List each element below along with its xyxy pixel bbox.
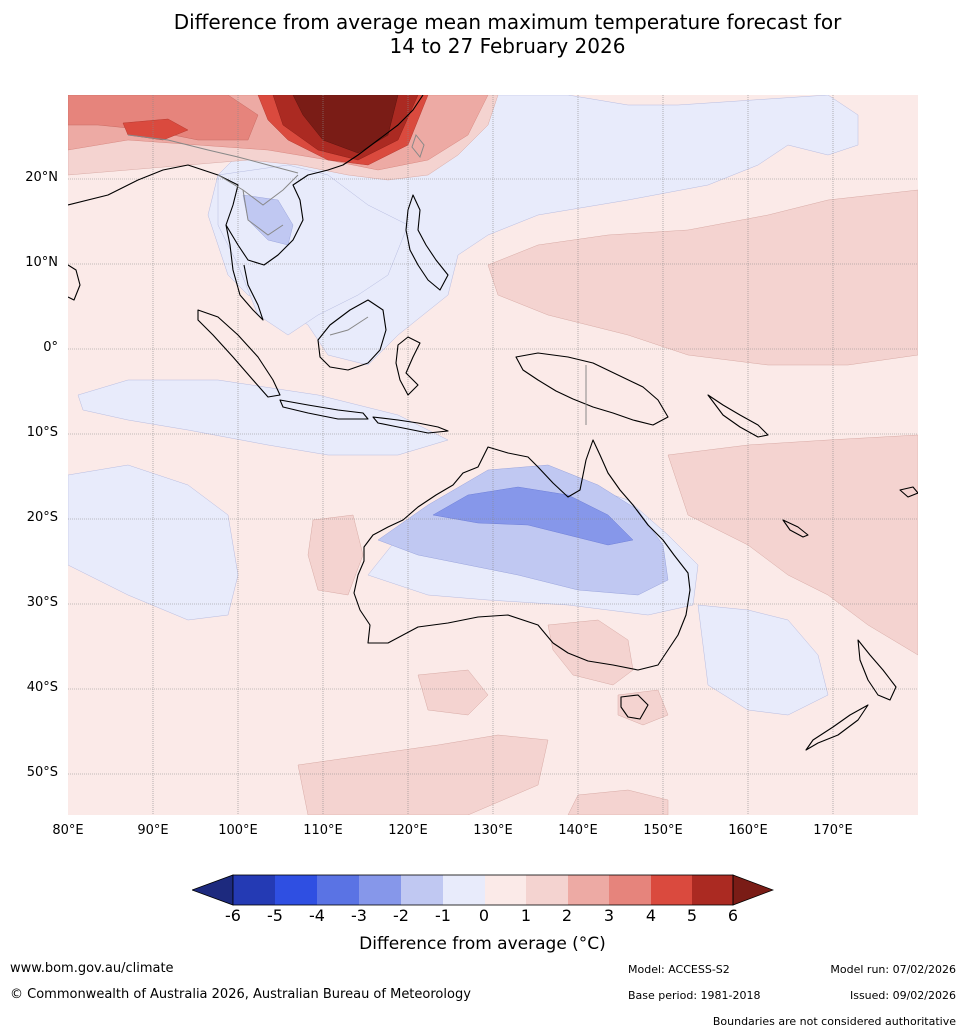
colorbar-tick-4: 4 [645, 906, 657, 925]
lat-label-0: 0° [43, 340, 58, 355]
colorbar-bin-0-1 [485, 875, 526, 905]
colorbar-bin-minus2-minus1 [401, 875, 443, 905]
temperature-anomaly-map [68, 95, 918, 815]
colorbar-arrow-low [192, 874, 234, 906]
anomaly-region-minus1-indian-ocean [68, 464, 239, 621]
coastlines [68, 95, 918, 751]
coastline-malay-peninsula [225, 224, 264, 321]
footer-website: www.bom.gov.au/climate [10, 961, 174, 976]
coastline-sulawesi [395, 336, 421, 396]
coastline-new-zealand-south [805, 704, 869, 751]
lon-label-150e: 150°E [643, 823, 683, 838]
colorbar [192, 874, 774, 906]
anomaly-region-minus1-indian-band [77, 379, 449, 456]
lat-label-20s: 20°S [26, 510, 58, 525]
footer-copyright: © Commonwealth of Australia 2026, Austra… [10, 987, 471, 1002]
lon-label-160e: 160°E [728, 823, 768, 838]
border-taiwan [411, 133, 425, 159]
footer-model-run: Model run: 07/02/2026 [830, 963, 956, 976]
colorbar-bin-minus6-minus5 [233, 875, 275, 905]
colorbar-tick-minus3: -3 [351, 906, 367, 925]
colorbar-tick-minus6: -6 [225, 906, 241, 925]
colorbar-tick-minus4: -4 [309, 906, 325, 925]
anomaly-region-plus1-wa-coast [307, 514, 364, 596]
anomaly-region-plus1-south-indian [417, 669, 489, 716]
colorbar-tick-0: 0 [478, 906, 490, 925]
colorbar-bin-5-6 [692, 875, 733, 905]
anomaly-region-plus1-southern-ocean [297, 734, 549, 815]
lat-label-20n: 20°N [25, 170, 58, 185]
colorbar-tick-1: 1 [520, 906, 532, 925]
coastline-lesser-sunda [372, 416, 449, 434]
colorbar-bin-minus1-0 [443, 875, 485, 905]
footer-disclaimer: Boundaries are not considered authoritat… [712, 1015, 956, 1028]
coastline-sri-lanka-edge [68, 264, 81, 301]
colorbar-bin-minus4-minus3 [317, 875, 359, 905]
colorbar-arrow-high [732, 874, 774, 906]
anomaly-region-minus3-australia [432, 486, 634, 546]
lon-label-110e: 110°E [303, 823, 343, 838]
lon-label-90e: 90°E [137, 823, 169, 838]
coastline-sumatra [197, 309, 281, 398]
border-china-south [127, 134, 299, 174]
coastline-fiji [899, 486, 918, 498]
colorbar-tick-3: 3 [603, 906, 615, 925]
coastline-java [279, 399, 369, 420]
political-borders [127, 133, 587, 425]
colorbar-bin-4-5 [651, 875, 692, 905]
map-svg [68, 95, 918, 815]
lat-label-10n: 10°N [25, 255, 58, 270]
anomaly-region-plus1-south-pacific [567, 789, 669, 815]
colorbar-tick-minus2: -2 [393, 906, 409, 925]
lon-label-130e: 130°E [473, 823, 513, 838]
coastline-new-zealand-north [857, 639, 897, 701]
colorbar-bin-2-3 [568, 875, 609, 905]
colorbar-tick-minus5: -5 [267, 906, 283, 925]
colorbar-bin-minus5-minus4 [275, 875, 317, 905]
anomaly-region-minus2-australia [377, 464, 669, 596]
anomaly-region-plus6-china [292, 95, 399, 154]
map-gridlines [68, 95, 918, 815]
coastline-solomons [707, 394, 769, 438]
coastline-mainland-asia [68, 95, 424, 266]
map-title: Difference from average mean maximum tem… [0, 10, 965, 58]
anomaly-region-plus1-tasmania [617, 689, 669, 726]
colorbar-tick-2: 2 [561, 906, 573, 925]
title-line-1: Difference from average mean maximum tem… [173, 10, 842, 34]
anomaly-region-plus1-se-australia [547, 619, 634, 686]
lon-label-100e: 100°E [218, 823, 258, 838]
lat-label-30s: 30°S [26, 595, 58, 610]
lon-label-80e: 80°E [52, 823, 84, 838]
coastline-borneo [317, 299, 387, 371]
footer-issued: Issued: 09/02/2026 [849, 989, 956, 1002]
lon-label-120e: 120°E [388, 823, 428, 838]
anomaly-region-plus1-pacific [487, 189, 918, 366]
lon-label-140e: 140°E [558, 823, 598, 838]
border-borneo [329, 316, 369, 336]
coastline-new-guinea [515, 352, 669, 426]
colorbar-outline [232, 874, 734, 906]
anomaly-region-plus4-china-west [122, 118, 189, 141]
colorbar-bin-minus3-minus2 [359, 875, 401, 905]
colorbar-tick-6: 6 [727, 906, 739, 925]
colorbar-tick-5: 5 [686, 906, 698, 925]
lat-label-10s: 10°S [26, 425, 58, 440]
colorbar-bin-3-4 [609, 875, 651, 905]
coastline-australia [353, 439, 691, 671]
anomaly-region-plus1-coral-sea [667, 434, 918, 656]
coastline-philippines [405, 194, 449, 291]
lon-label-170e: 170°E [813, 823, 853, 838]
footer-model: Model: ACCESS-S2 [628, 963, 730, 976]
lat-label-50s: 50°S [26, 765, 58, 780]
colorbar-label: Difference from average (°C) [359, 934, 606, 954]
title-line-2: 14 to 27 February 2026 [389, 34, 626, 58]
border-indochina [217, 174, 299, 236]
colorbar-tick-minus1: -1 [435, 906, 451, 925]
footer-base-period: Base period: 1981-2018 [628, 989, 761, 1002]
lat-label-40s: 40°S [26, 680, 58, 695]
coastline-new-caledonia [782, 519, 809, 538]
colorbar-bin-1-2 [526, 875, 568, 905]
coastline-tasmania [620, 694, 649, 720]
anomaly-region-minus1-tasman [697, 604, 829, 716]
